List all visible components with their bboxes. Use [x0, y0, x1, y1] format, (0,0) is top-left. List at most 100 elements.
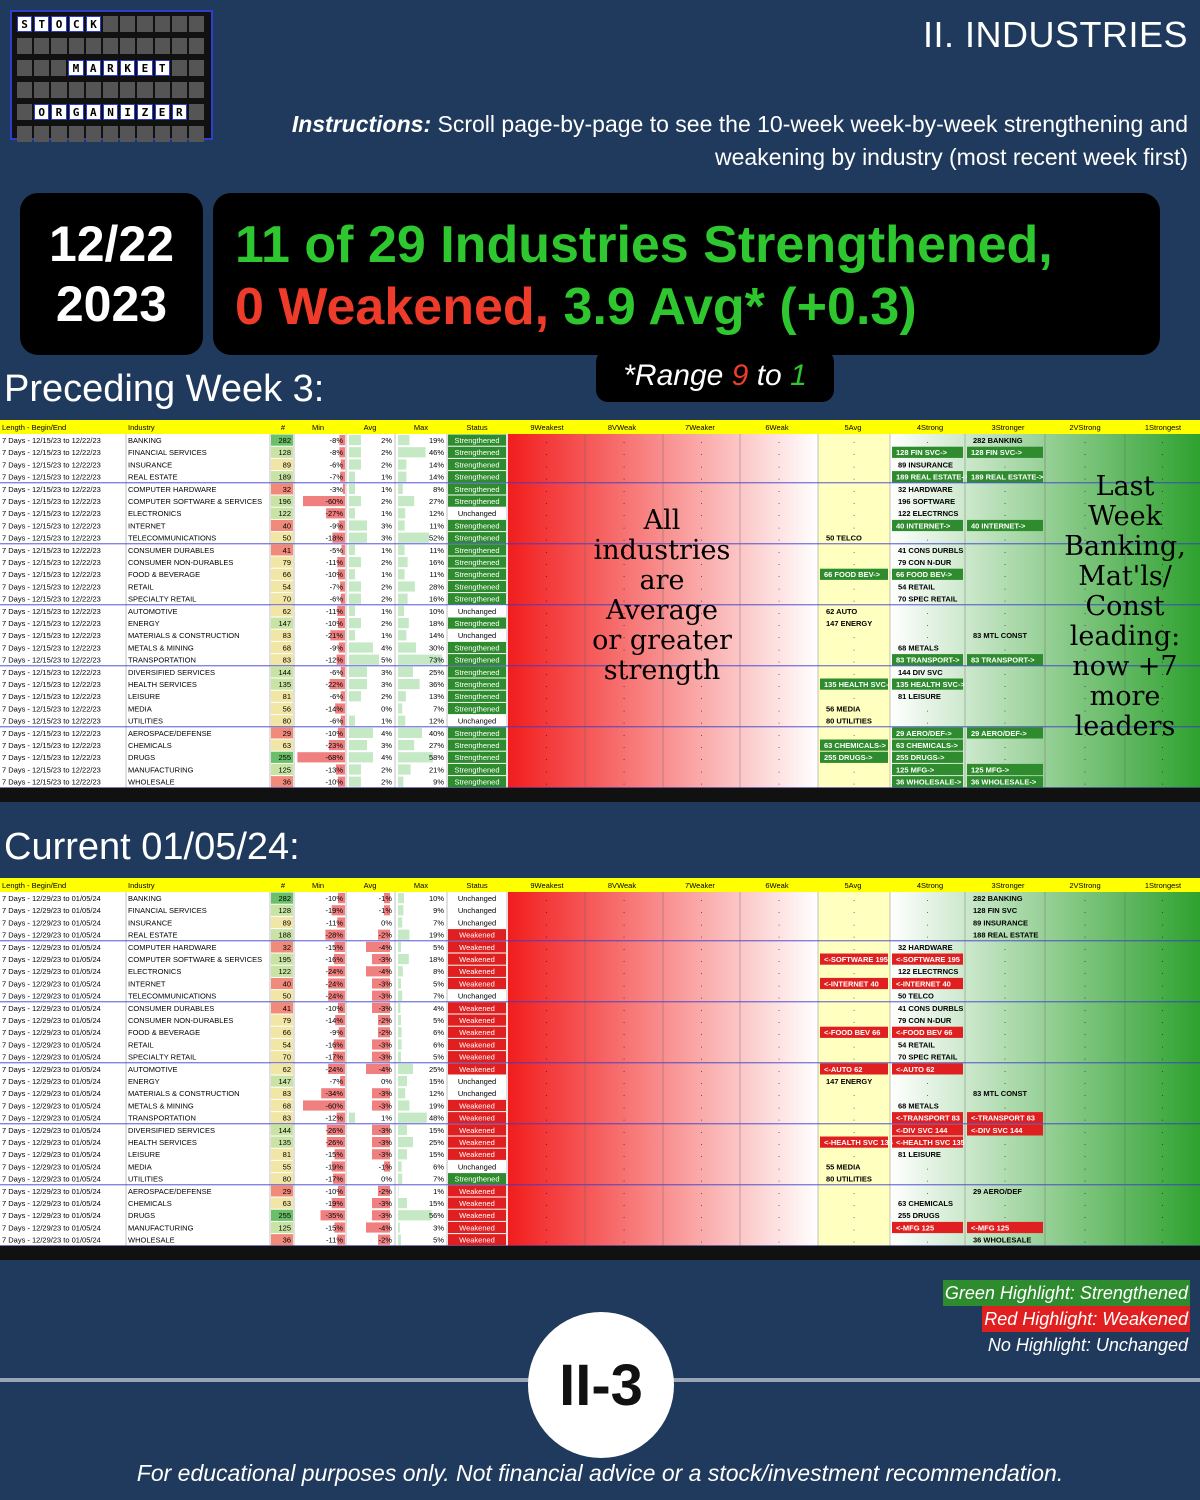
zone-dot: . [1084, 1089, 1086, 1098]
zone-dot: . [545, 967, 547, 976]
row-avg: -3% [379, 1089, 393, 1098]
zone-dot: . [1161, 704, 1163, 713]
zone-dot: . [1161, 497, 1163, 506]
zone-dot: . [1004, 704, 1006, 713]
logo-tile [17, 60, 33, 76]
zone-dot: . [1161, 992, 1163, 1001]
row-period: 7 Days - 12/15/23 to 12/22/23 [2, 717, 101, 726]
zone-dot: . [926, 1089, 928, 1098]
zone-dot: . [853, 918, 855, 927]
row-period: 7 Days - 12/29/23 to 01/05/24 [2, 1016, 101, 1025]
zone-dot: . [545, 1150, 547, 1159]
row-period: 7 Days - 12/15/23 to 12/22/23 [2, 570, 101, 579]
row-count: 68 [283, 1101, 291, 1110]
zone-dot: . [778, 497, 780, 506]
zone-dot: . [1004, 692, 1006, 701]
zone-dot: . [545, 1101, 547, 1110]
zone-marker-ghost: <-AUTO 62 [824, 1065, 862, 1074]
row-status: Strengthened [454, 448, 499, 457]
column-header: 6Weak [765, 423, 788, 432]
row-count: 189 [278, 473, 291, 482]
zone-dot: . [700, 570, 702, 579]
zone-dot: . [778, 741, 780, 750]
zone-dot: . [926, 918, 928, 927]
zone-dot: . [700, 765, 702, 774]
row-status: Weakened [459, 1126, 495, 1135]
row-max: 9% [433, 906, 444, 915]
zone-marker-ghost: 63 CHEMICALS-> [896, 741, 959, 750]
zone-dot: . [623, 918, 625, 927]
zone-marker: 128 FIN SVC [973, 906, 1018, 915]
row-status: Weakened [459, 1114, 495, 1123]
row-max: 5% [433, 1236, 444, 1245]
zone-dot: . [623, 1236, 625, 1245]
zone-dot: . [623, 497, 625, 506]
zone-marker: 80 UTILITIES [826, 717, 872, 726]
row-count: 62 [283, 1065, 291, 1074]
row-status: Unchanged [458, 1162, 496, 1171]
zone-dot: . [700, 753, 702, 762]
row-status: Weakened [459, 1004, 495, 1013]
row-avg: -3% [379, 1101, 393, 1110]
row-period: 7 Days - 12/15/23 to 12/22/23 [2, 643, 101, 652]
zone-dot: . [1084, 1028, 1086, 1037]
zone-dot: . [853, 643, 855, 652]
row-industry: FINANCIAL SERVICES [128, 448, 207, 457]
zone-marker: <-TRANSPORT 83 [971, 1114, 1035, 1123]
logo-tile [188, 16, 204, 32]
row-max: 6% [433, 1162, 444, 1171]
headline-weakened: 0 Weakened, [235, 278, 550, 336]
zone-dot: . [778, 1065, 780, 1074]
zone-dot: . [700, 497, 702, 506]
zone-dot: . [623, 436, 625, 445]
logo-tile [188, 82, 205, 98]
zone-dot: . [1004, 753, 1006, 762]
zone-dot: . [700, 668, 702, 677]
logo-tile [188, 60, 205, 76]
zone-dot: . [623, 1053, 625, 1062]
zone-dot: . [778, 1053, 780, 1062]
zone-dot: . [545, 979, 547, 988]
zone-dot: . [778, 778, 780, 787]
row-industry: REAL ESTATE [128, 473, 177, 482]
zone-dot: . [1084, 1175, 1086, 1184]
row-count: 80 [283, 717, 291, 726]
zone-marker: 29 AERO/DEF [973, 1187, 1022, 1196]
zone-dot: . [545, 1175, 547, 1184]
row-period: 7 Days - 12/15/23 to 12/22/23 [2, 680, 101, 689]
row-status: Unchanged [458, 717, 496, 726]
logo-tile [137, 16, 153, 32]
zone-dot: . [623, 1114, 625, 1123]
zone-dot: . [1161, 1053, 1163, 1062]
zone-marker-ghost: 29 AERO/DEF-> [971, 729, 1027, 738]
row-avg: 1% [381, 546, 392, 555]
row-min: -11% [326, 918, 343, 927]
logo-tile: E [154, 104, 170, 120]
zone-dot: . [1161, 1138, 1163, 1147]
zone-marker: 81 LEISURE [898, 692, 941, 701]
zone-dot: . [1161, 460, 1163, 469]
zone-dot: . [1004, 979, 1006, 988]
zone-dot: . [700, 1016, 702, 1025]
zone-dot: . [1084, 497, 1086, 506]
row-period: 7 Days - 12/15/23 to 12/22/23 [2, 485, 101, 494]
zone-dot: . [1004, 1211, 1006, 1220]
zone-dot: . [853, 967, 855, 976]
row-industry: WHOLESALE [128, 1236, 175, 1245]
zone-dot: . [778, 570, 780, 579]
logo-tile [102, 126, 119, 142]
logo-tile [17, 126, 33, 142]
zone-dot: . [778, 1175, 780, 1184]
row-status: Strengthened [454, 460, 499, 469]
row-count: 83 [283, 1089, 291, 1098]
row-status: Weakened [459, 1053, 495, 1062]
row-industry: MANUFACTURING [128, 1223, 194, 1232]
zone-dot: . [1161, 680, 1163, 689]
zone-dot: . [1161, 1162, 1163, 1171]
column-header: 3Stronger [992, 423, 1025, 432]
zone-marker-ghost: <-INTERNET 40 [824, 979, 879, 988]
zone-marker: 122 ELECTRNCS [898, 967, 958, 976]
zone-dot: . [1004, 1077, 1006, 1086]
zone-dot: . [1084, 631, 1086, 640]
zone-marker-ghost: 255 DRUGS-> [896, 753, 945, 762]
